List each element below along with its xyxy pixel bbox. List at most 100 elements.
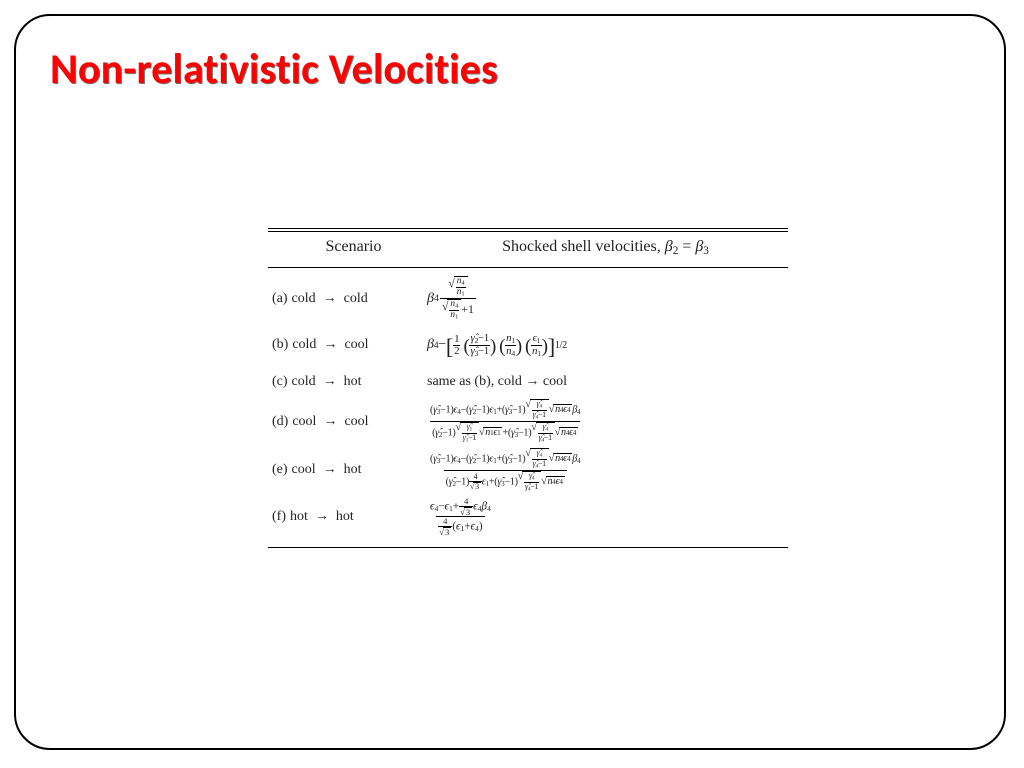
f-four-a: 4 bbox=[463, 497, 469, 506]
frac-a: √ n4n1 √ n4n1 +1 bbox=[440, 276, 476, 321]
page-title: Non-relativistic Velocities bbox=[50, 44, 498, 95]
arrow-icon: → bbox=[320, 462, 340, 478]
row-key: (c) bbox=[272, 374, 288, 390]
paren-l3: ( bbox=[525, 339, 531, 354]
rule-mid bbox=[268, 267, 788, 268]
arrow-icon: → bbox=[320, 374, 340, 390]
row-key: (d) bbox=[272, 414, 288, 430]
e1n1: ϵ1 n1 bbox=[531, 333, 542, 357]
arrow-icon: → bbox=[320, 414, 340, 430]
e-e4c-s: 4 bbox=[559, 479, 562, 486]
row-to: hot bbox=[336, 509, 354, 525]
exp-half: 1/2 bbox=[555, 340, 567, 351]
table-row: (a) cold → cold β4 √ n4n1 √ bbox=[268, 274, 788, 323]
plus1: +1 bbox=[461, 302, 474, 316]
e-m1c: −1 bbox=[512, 453, 522, 464]
f-e4c-s: 4 bbox=[475, 525, 479, 534]
beta4b: β bbox=[427, 337, 434, 353]
d-m1f: −1 bbox=[468, 433, 476, 442]
n4-sub: 4 bbox=[461, 279, 464, 286]
header-scenario: Scenario bbox=[276, 238, 431, 257]
d-b4-s: 4 bbox=[577, 408, 580, 416]
e-b4-s: 4 bbox=[577, 457, 580, 465]
f-e4a-s: 4 bbox=[434, 504, 438, 513]
arrow-icon: → bbox=[320, 337, 340, 353]
n4c-sub: 4 bbox=[511, 349, 515, 358]
d-m1d: −1 bbox=[538, 410, 546, 419]
paren-l1: ( bbox=[463, 339, 469, 354]
n4b-sub: 4 bbox=[455, 303, 458, 310]
d-gh4c-s: 4 bbox=[545, 427, 547, 433]
d-e1a-s: 1 bbox=[493, 408, 496, 416]
half-num: 1 bbox=[453, 334, 460, 345]
formula-cell-e: (γ̂3−1)ϵ4−(γ̂2−1)ϵ1+(γ̂3−1)√γ̂4γ̂4−1√n4ϵ… bbox=[427, 448, 784, 493]
f-e1a-s: 1 bbox=[449, 504, 453, 513]
formula-cell-c: same as (b), cold → cool bbox=[427, 374, 784, 390]
beta2: β bbox=[665, 238, 673, 255]
d-m1b: −1 bbox=[476, 405, 486, 416]
table-row: (b) cold → cool β4 − [ 12 ( γ̂2−1 γ̂3−1 … bbox=[268, 323, 788, 367]
row-to: cool bbox=[344, 414, 368, 430]
e-m1a: −1 bbox=[440, 453, 450, 464]
m1b: −1 bbox=[478, 345, 489, 357]
paren-r2: ) bbox=[516, 339, 522, 354]
f-b4-s: 4 bbox=[487, 504, 491, 513]
scenario-table: Scenario Shocked shell velocities, β2 = … bbox=[268, 228, 788, 548]
d-m1g: −1 bbox=[518, 427, 528, 438]
paren-r1: ) bbox=[490, 339, 496, 354]
row-from: cold bbox=[292, 291, 316, 307]
e1-sub: 1 bbox=[537, 336, 541, 345]
e-s3a: 3 bbox=[473, 482, 481, 491]
formula-cell-f: ϵ4−ϵ1+4√3ϵ4β4 4√3(ϵ1+ϵ4) bbox=[427, 497, 784, 537]
minus: − bbox=[438, 337, 446, 353]
f-four-b: 4 bbox=[442, 517, 448, 526]
table-body: (a) cold → cold β4 √ n4n1 √ bbox=[268, 274, 788, 539]
formula-cell-b: β4 − [ 12 ( γ̂2−1 γ̂3−1 ) ( n1 n4 ) bbox=[427, 333, 784, 357]
row-from: cool bbox=[292, 462, 316, 478]
d-gh1a-s: 1 bbox=[470, 427, 472, 433]
header-velocities: Shocked shell velocities, β2 = β3 bbox=[431, 238, 780, 257]
n1n4: n1 n4 bbox=[505, 333, 516, 357]
d-e4a-s: 4 bbox=[457, 408, 460, 416]
n1d-sub: 1 bbox=[537, 349, 541, 358]
frac-d: (γ̂3−1)ϵ4−(γ̂2−1)ϵ1+(γ̂3−1)√γ̂4γ̂4−1√n4ϵ… bbox=[428, 399, 582, 444]
header-prefix: Shocked shell velocities, bbox=[502, 238, 665, 255]
scenario-cell: (e) cool → hot bbox=[272, 462, 427, 478]
arrow-icon: → bbox=[320, 291, 340, 307]
row-key: (b) bbox=[272, 337, 288, 353]
beta3-sub: 3 bbox=[703, 245, 709, 257]
n1c-sub: 1 bbox=[511, 336, 515, 345]
n1-sub: 1 bbox=[461, 291, 464, 298]
half: 12 bbox=[453, 334, 460, 357]
e-four-a: 4 bbox=[473, 473, 479, 481]
e-m1b: −1 bbox=[476, 453, 486, 464]
d-m1h: −1 bbox=[544, 433, 552, 442]
row-key: (e) bbox=[272, 462, 288, 478]
sqrt-n4n1-bot: √ n4n1 bbox=[442, 299, 461, 321]
row-from: cool bbox=[292, 414, 316, 430]
scenario-cell: (b) cold → cool bbox=[272, 337, 427, 353]
scenario-cell: (d) cool → cool bbox=[272, 414, 427, 430]
beta4: β bbox=[427, 291, 434, 307]
e-e4a-s: 4 bbox=[457, 457, 460, 465]
e-gh4a-s: 4 bbox=[539, 452, 541, 458]
d-e4b-s: 4 bbox=[567, 407, 570, 414]
d-m1e: −1 bbox=[442, 427, 452, 438]
e-m1e: −1 bbox=[456, 476, 466, 487]
row-from: cold bbox=[292, 337, 316, 353]
d-m1a: −1 bbox=[440, 405, 450, 416]
rule-top bbox=[268, 228, 788, 229]
scenario-cell: (c) cold → hot bbox=[272, 374, 427, 390]
row-to: cool bbox=[344, 337, 368, 353]
bracket-l: [ bbox=[446, 338, 453, 356]
n1b-sub: 1 bbox=[455, 314, 458, 321]
sqrt-n4n1-top: √ n4n1 bbox=[448, 276, 467, 298]
row-from: cold bbox=[292, 374, 316, 390]
e-gh4c-s: 4 bbox=[532, 475, 534, 481]
formula-cell-a: β 4 √ n4n1 √ n4n1 +1 bbox=[427, 276, 784, 321]
e-e4b-s: 4 bbox=[567, 456, 570, 463]
d-m1c: −1 bbox=[512, 405, 522, 416]
scenario-cell: (a) cold → cold bbox=[272, 291, 427, 307]
frac-e: (γ̂3−1)ϵ4−(γ̂2−1)ϵ1+(γ̂3−1)√γ̂4γ̂4−1√n4ϵ… bbox=[428, 448, 582, 493]
m1a: −1 bbox=[478, 332, 489, 344]
